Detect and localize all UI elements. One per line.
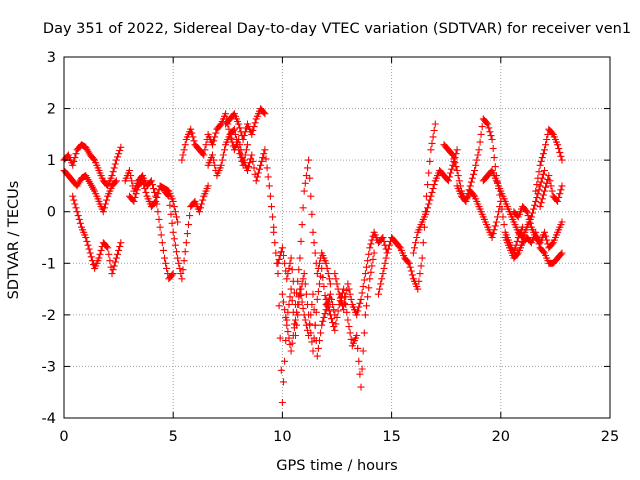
data-point-markers [409,146,461,257]
y-tick-label: 2 [47,102,56,118]
y-tick-label: -1 [42,256,56,272]
series-sat-trace-19 [479,167,548,241]
series-sat-trace-7 [178,110,251,169]
data-point-markers [69,192,125,278]
series-sat-trace-22 [532,125,566,195]
data-series [60,105,566,406]
y-tick-label: 3 [47,50,56,66]
series-sat-trace-5 [126,177,182,226]
series-sat-trace-9 [222,105,269,143]
data-point-markers [121,167,177,283]
series-sat-trace-11 [274,156,334,308]
axis-ticks: 0 5 10 15 20 25 -4 -3 -2 -1 0 1 2 3 [42,50,620,445]
y-tick-label: 0 [47,205,56,221]
x-axis-label: GPS time / hours [276,458,397,474]
series-sat-trace-4 [121,167,177,283]
x-tick-label: 15 [382,429,400,445]
data-point-markers [331,228,391,319]
series-sat-trace-16 [409,146,461,257]
data-point-markers [479,167,548,241]
y-tick-label: -3 [42,359,56,375]
data-point-markers [532,125,566,195]
x-tick-label: 25 [601,429,619,445]
series-sat-trace-23 [536,172,566,211]
data-point-markers [536,172,566,211]
chart-title: Day 351 of 2022, Sidereal Day-to-day VTE… [43,21,631,37]
plot-frame [63,56,611,419]
x-tick-label: 5 [169,429,178,445]
data-point-markers [222,105,269,143]
data-point-markers [322,249,378,391]
y-axis-label: SDTVAR / TECUs [6,181,22,300]
y-tick-label: -2 [42,308,56,324]
data-point-markers [510,203,566,252]
data-point-markers [204,130,278,231]
x-tick-label: 0 [59,429,68,445]
y-tick-label: 1 [47,153,56,169]
series-sat-trace-12 [278,285,339,360]
series-sat-trace-8 [204,130,278,231]
y-tick-label: -4 [42,411,56,427]
series-sat-trace-2 [60,167,120,216]
data-point-markers [126,177,182,226]
data-point-markers [375,120,439,298]
series-sat-trace-3 [69,192,125,278]
data-point-markers [60,167,120,216]
data-point-markers [278,285,339,360]
data-point-markers [161,182,212,283]
series-sat-trace-13 [322,249,378,391]
series-sat-trace-6 [161,182,212,283]
series-sat-trace-15 [375,120,439,298]
data-point-markers [274,156,334,308]
series-sat-trace-14 [331,228,391,319]
x-tick-label: 20 [492,429,510,445]
data-point-markers [178,110,251,169]
x-tick-label: 10 [273,429,291,445]
series-sat-trace-21 [510,203,566,252]
